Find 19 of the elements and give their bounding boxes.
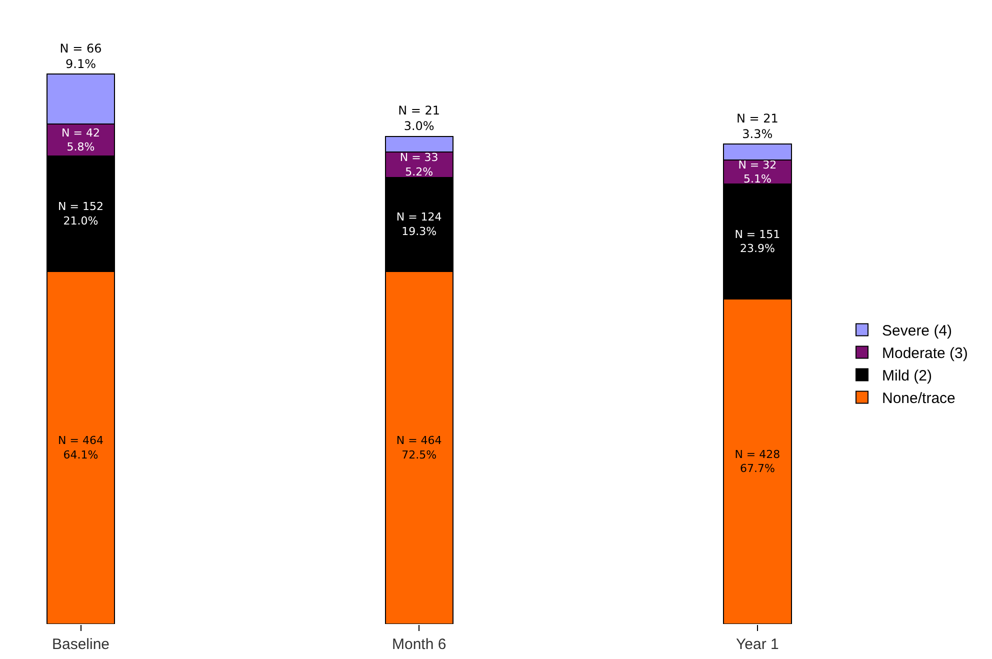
data-label: N = 21 3.3% (736, 111, 778, 141)
data-label: N = 464 72.5% (396, 434, 442, 462)
legend-label: None/trace (882, 390, 956, 408)
data-label: N = 428 67.7% (734, 448, 780, 476)
data-label: N = 124 19.3% (396, 210, 442, 238)
x-tick-label: Year 1 (736, 636, 779, 653)
legend-label: Moderate (3) (882, 345, 968, 362)
data-label: N = 42 5.8% (62, 126, 100, 154)
x-tick-label: Month 6 (392, 636, 446, 653)
data-label: N = 151 23.9% (734, 228, 780, 256)
data-label: N = 21 3.0% (398, 104, 440, 134)
data-label: N = 464 64.1% (58, 434, 104, 462)
data-label: N = 66 9.1% (60, 41, 102, 71)
data-label: N = 152 21.0% (58, 200, 104, 228)
x-tick-label: Baseline (52, 636, 110, 653)
data-label: N = 33 5.2% (400, 151, 438, 178)
legend-label: Mild (2) (882, 368, 932, 385)
legend-label: Severe (4) (882, 322, 952, 340)
data-label: N = 32 5.1% (738, 158, 777, 186)
